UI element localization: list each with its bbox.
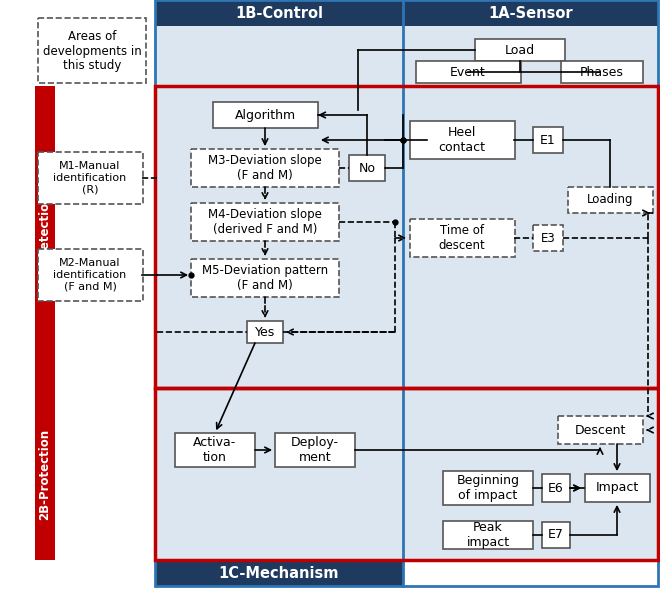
- Bar: [533, 225, 563, 251]
- Text: E7: E7: [548, 528, 564, 542]
- Text: 1B-Control: 1B-Control: [235, 5, 323, 21]
- Text: Load: Load: [505, 43, 535, 57]
- Bar: [191, 203, 339, 241]
- Text: Time of
descent: Time of descent: [439, 224, 485, 252]
- Bar: [542, 522, 570, 548]
- Text: Peak
impact: Peak impact: [467, 521, 510, 549]
- Bar: [35, 86, 55, 388]
- Text: 1A-Sensor: 1A-Sensor: [488, 5, 573, 21]
- Bar: [409, 121, 515, 159]
- Bar: [561, 61, 643, 83]
- Bar: [38, 152, 143, 204]
- Text: M3-Deviation slope
(F and M): M3-Deviation slope (F and M): [208, 154, 322, 182]
- Text: Event: Event: [450, 65, 486, 79]
- Text: 1C-Mechanism: 1C-Mechanism: [218, 565, 339, 581]
- Bar: [416, 61, 521, 83]
- Bar: [568, 187, 653, 213]
- Bar: [349, 155, 385, 181]
- Bar: [155, 388, 658, 560]
- Text: E6: E6: [548, 481, 564, 495]
- Bar: [409, 219, 515, 257]
- Text: Beginning
of impact: Beginning of impact: [457, 474, 519, 502]
- Text: No: No: [358, 162, 376, 174]
- Text: Heel
contact: Heel contact: [438, 126, 486, 154]
- Text: 2B-Protection: 2B-Protection: [38, 428, 51, 520]
- Text: Descent: Descent: [574, 423, 626, 437]
- Bar: [585, 474, 649, 502]
- Bar: [247, 321, 283, 343]
- Text: 2A-Detection: 2A-Detection: [38, 194, 51, 280]
- Text: Phases: Phases: [580, 65, 624, 79]
- Bar: [191, 149, 339, 187]
- Text: M5-Deviation pattern
(F and M): M5-Deviation pattern (F and M): [202, 264, 328, 292]
- Text: M4-Deviation slope
(derived F and M): M4-Deviation slope (derived F and M): [208, 208, 322, 236]
- Bar: [213, 102, 317, 128]
- Bar: [542, 474, 570, 502]
- Text: M1-Manual
identification
(R): M1-Manual identification (R): [53, 162, 127, 195]
- Bar: [475, 39, 565, 61]
- Bar: [155, 560, 403, 586]
- Text: Deploy-
ment: Deploy- ment: [291, 436, 339, 464]
- Bar: [558, 416, 642, 444]
- Bar: [275, 433, 355, 467]
- Bar: [443, 521, 533, 549]
- Text: E1: E1: [540, 134, 556, 146]
- Text: Areas of
developments in
this study: Areas of developments in this study: [43, 29, 141, 73]
- Bar: [35, 388, 55, 560]
- Bar: [38, 249, 143, 301]
- Bar: [155, 26, 658, 560]
- Bar: [403, 0, 658, 26]
- Bar: [443, 471, 533, 505]
- Bar: [155, 0, 403, 26]
- Bar: [155, 86, 658, 388]
- Bar: [191, 259, 339, 297]
- Text: Impact: Impact: [595, 481, 639, 495]
- Text: M2-Manual
identification
(F and M): M2-Manual identification (F and M): [53, 259, 127, 292]
- Text: Yes: Yes: [255, 326, 275, 339]
- Bar: [175, 433, 255, 467]
- Bar: [38, 18, 146, 83]
- Text: Activa-
tion: Activa- tion: [193, 436, 237, 464]
- Text: E3: E3: [541, 232, 555, 245]
- Bar: [533, 127, 563, 153]
- Text: Loading: Loading: [587, 193, 633, 207]
- Bar: [155, 0, 658, 586]
- Text: Algorithm: Algorithm: [234, 109, 296, 121]
